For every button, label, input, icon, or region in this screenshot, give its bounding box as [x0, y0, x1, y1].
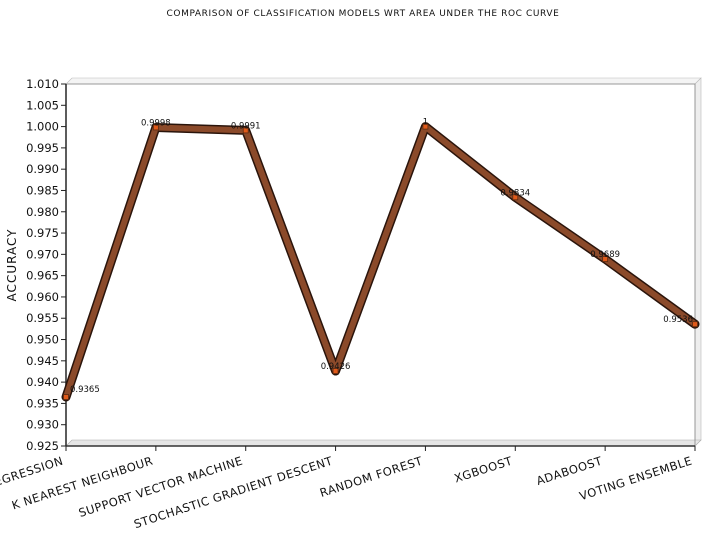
y-tick-label: 1.005: [26, 98, 59, 112]
y-tick-label: 0.925: [26, 439, 59, 453]
y-tick-label: 0.945: [26, 354, 59, 368]
y-tick-label: 0.940: [26, 375, 59, 389]
data-label: 0.9689: [590, 250, 620, 260]
y-tick-label: 1.010: [26, 77, 59, 91]
data-label: 0.9426: [321, 362, 351, 372]
y-tick-label: 0.980: [26, 205, 59, 219]
plot-floor-depth: [65, 439, 702, 447]
data-label: 1: [423, 118, 428, 128]
plot-frame: [65, 83, 696, 447]
data-label: 0.9536: [663, 315, 693, 325]
chart-title: Comparison of Classification Models wrt …: [166, 9, 560, 19]
x-tick-label: adaboost: [535, 453, 605, 488]
y-tick-label: 0.965: [26, 269, 59, 283]
data-point: [692, 321, 698, 328]
series-line: [63, 123, 698, 401]
plot-top-depth: [65, 77, 702, 85]
y-tick-label: 0.960: [26, 290, 59, 304]
data-point: [332, 368, 339, 374]
series-line-edge: [61, 122, 700, 402]
y-tick-label: 0.995: [26, 141, 59, 155]
data-label: 0.9991: [231, 121, 261, 131]
data-point: [242, 127, 249, 134]
y-tick-label: 0.970: [26, 247, 59, 261]
y-tick-label: 0.985: [26, 183, 59, 197]
y-tick-label: 0.950: [26, 333, 59, 347]
plot-right-depth: [694, 77, 702, 447]
data-point: [63, 394, 69, 400]
data-point: [422, 123, 429, 130]
y-tick-label: 1.000: [26, 120, 59, 134]
y-axis-label: Accuracy: [5, 229, 19, 302]
x-tick-label: xgboost: [452, 453, 514, 485]
y-tick-label: 0.955: [26, 311, 59, 325]
data-point: [512, 194, 519, 201]
y-tick-label: 0.990: [26, 162, 59, 176]
data-point: [602, 256, 609, 262]
data-label: 0.9365: [70, 385, 100, 395]
y-tick-label: 0.975: [26, 226, 59, 240]
data-label: 0.9998: [141, 118, 171, 128]
x-tick-label: random forest: [318, 453, 425, 500]
y-tick-label: 0.930: [26, 418, 59, 432]
data-label: 0.9834: [500, 188, 530, 198]
data-point: [152, 124, 159, 131]
y-tick-label: 0.935: [26, 396, 59, 410]
